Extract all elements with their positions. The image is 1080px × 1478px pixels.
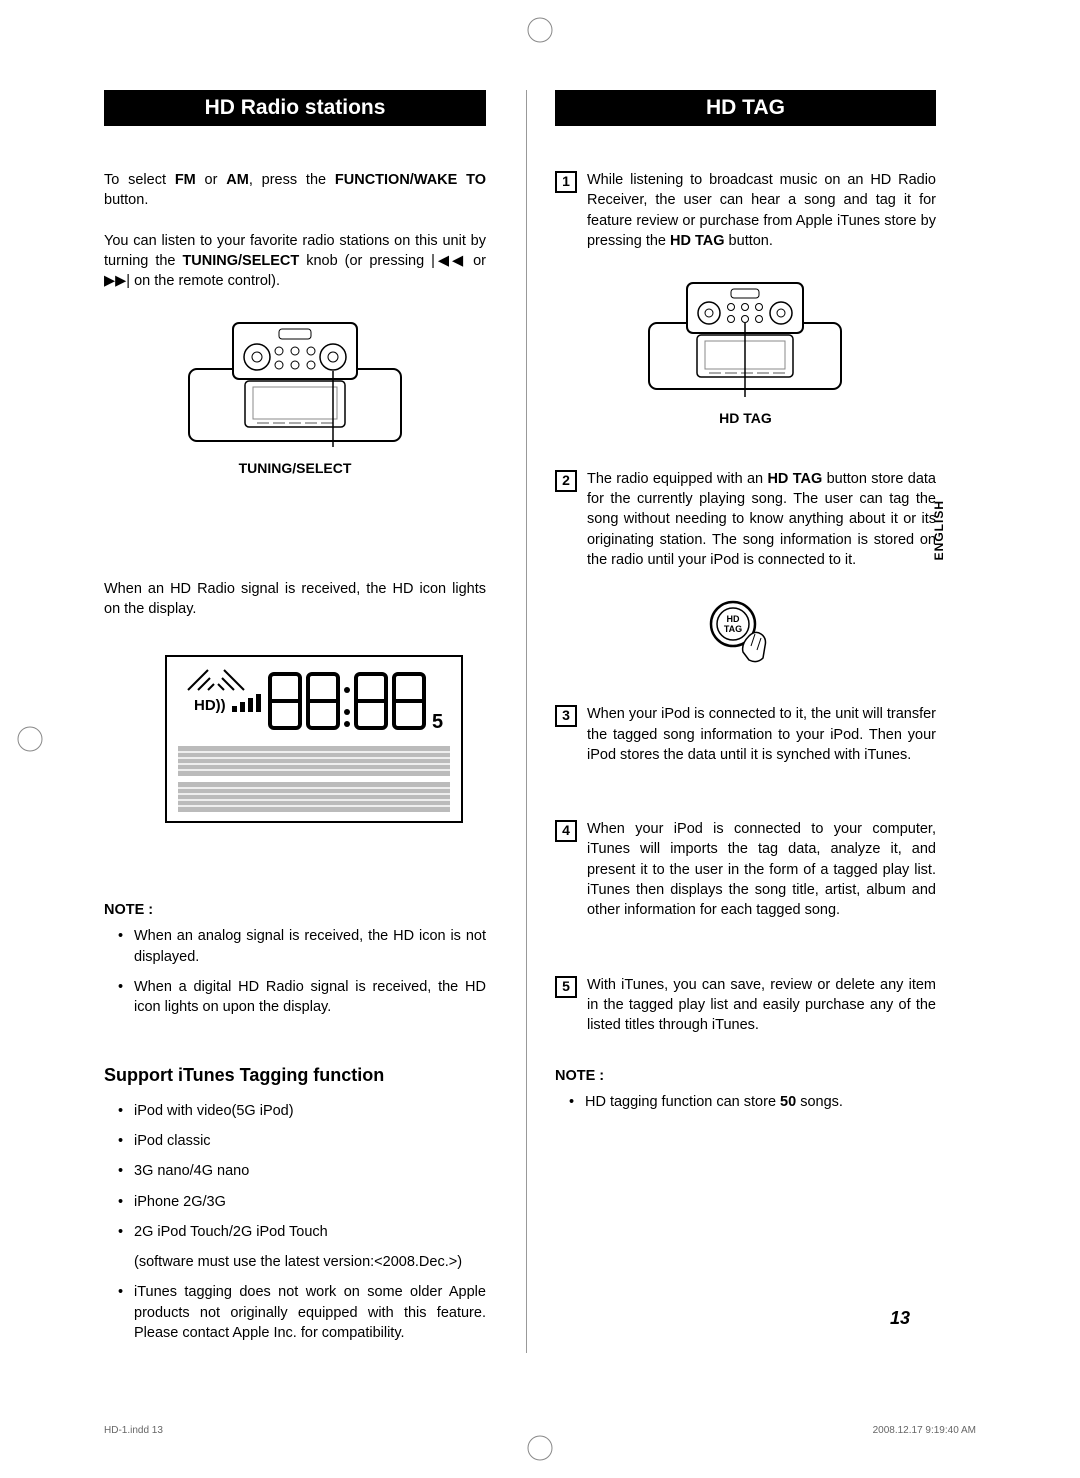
- tuning-select-label: TUNING/SELECT: [239, 459, 352, 479]
- note-item: When an analog signal is received, the H…: [118, 926, 486, 967]
- step-text: When your iPod is connected to it, the u…: [587, 704, 936, 765]
- list-item: 3G nano/4G nano: [118, 1161, 486, 1181]
- hd-tag-button-illustration: HD TAG: [555, 598, 936, 668]
- step-text: When your iPod is connected to your comp…: [587, 819, 936, 920]
- support-list: iPod with video(5G iPod) iPod classic 3G…: [104, 1101, 486, 1242]
- step-number: 3: [555, 705, 577, 727]
- step-3: 3 When your iPod is connected to it, the…: [555, 704, 936, 765]
- list-item: iPod classic: [118, 1131, 486, 1151]
- tuning-instructions-text: You can listen to your favorite radio st…: [104, 231, 486, 292]
- footer-filename: HD-1.indd 13: [104, 1425, 163, 1436]
- select-fm-am-text: To select FM or AM, press the FUNCTION/W…: [104, 170, 486, 211]
- svg-text:HD: HD: [727, 614, 740, 624]
- note-list-right: HD tagging function can store 50 songs.: [555, 1092, 936, 1112]
- svg-text:HD)): HD)): [194, 697, 226, 714]
- left-column: HD Radio stations To select FM or AM, pr…: [104, 90, 486, 1353]
- lcd-display-illustration: HD)): [164, 654, 486, 830]
- svg-text:TAG: TAG: [724, 624, 742, 634]
- note-item: When a digital HD Radio signal is receiv…: [118, 977, 486, 1018]
- support-itunes-heading: Support iTunes Tagging function: [104, 1063, 486, 1088]
- device-illustration-tuning: TUNING/SELECT: [104, 319, 486, 479]
- device-illustration-hdtag: HD TAG: [555, 279, 936, 429]
- language-tab: ENGLISH: [932, 500, 946, 560]
- step-number: 1: [555, 171, 577, 193]
- page-number: 13: [890, 1308, 910, 1329]
- hd-icon-text: When an HD Radio signal is received, the…: [104, 579, 486, 620]
- step-2: 2 The radio equipped with an HD TAG butt…: [555, 469, 936, 570]
- note-label-right: NOTE :: [555, 1066, 936, 1086]
- right-column: HD TAG 1 While listening to broadcast mu…: [526, 90, 936, 1353]
- step-5: 5 With iTunes, you can save, review or d…: [555, 975, 936, 1036]
- footer-timestamp: 2008.12.17 9:19:40 AM: [873, 1425, 976, 1436]
- note-list-left: When an analog signal is received, the H…: [104, 926, 486, 1017]
- step-text: With iTunes, you can save, review or del…: [587, 975, 936, 1036]
- note-item: HD tagging function can store 50 songs.: [569, 1092, 936, 1112]
- hd-tag-heading: HD TAG: [555, 90, 936, 126]
- step-text: The radio equipped with an HD TAG button…: [587, 469, 936, 570]
- list-item: iPhone 2G/3G: [118, 1192, 486, 1212]
- step-4: 4 When your iPod is connected to your co…: [555, 819, 936, 920]
- list-item: 2G iPod Touch/2G iPod Touch: [118, 1222, 486, 1242]
- support-list-2: iTunes tagging does not work on some old…: [104, 1282, 486, 1343]
- step-number: 2: [555, 470, 577, 492]
- hd-tag-label: HD TAG: [719, 409, 772, 429]
- note-label-left: NOTE :: [104, 900, 486, 920]
- step-number: 4: [555, 820, 577, 842]
- list-item: iTunes tagging does not work on some old…: [118, 1282, 486, 1343]
- software-version-note: (software must use the latest version:<2…: [104, 1252, 486, 1272]
- step-text: While listening to broadcast music on an…: [587, 170, 936, 251]
- page-content: HD Radio stations To select FM or AM, pr…: [104, 90, 936, 1353]
- list-item: iPod with video(5G iPod): [118, 1101, 486, 1121]
- hd-radio-heading: HD Radio stations: [104, 90, 486, 126]
- step-1: 1 While listening to broadcast music on …: [555, 170, 936, 251]
- step-number: 5: [555, 976, 577, 998]
- svg-text:5: 5: [432, 711, 443, 733]
